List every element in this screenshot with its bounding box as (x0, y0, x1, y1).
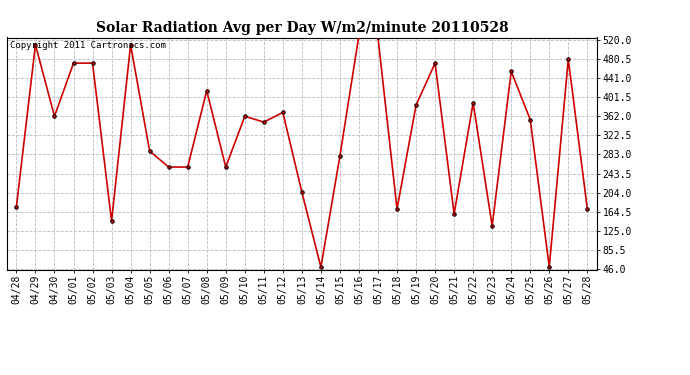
Title: Solar Radiation Avg per Day W/m2/minute 20110528: Solar Radiation Avg per Day W/m2/minute … (95, 21, 509, 35)
Text: Copyright 2011 Cartronics.com: Copyright 2011 Cartronics.com (10, 41, 166, 50)
